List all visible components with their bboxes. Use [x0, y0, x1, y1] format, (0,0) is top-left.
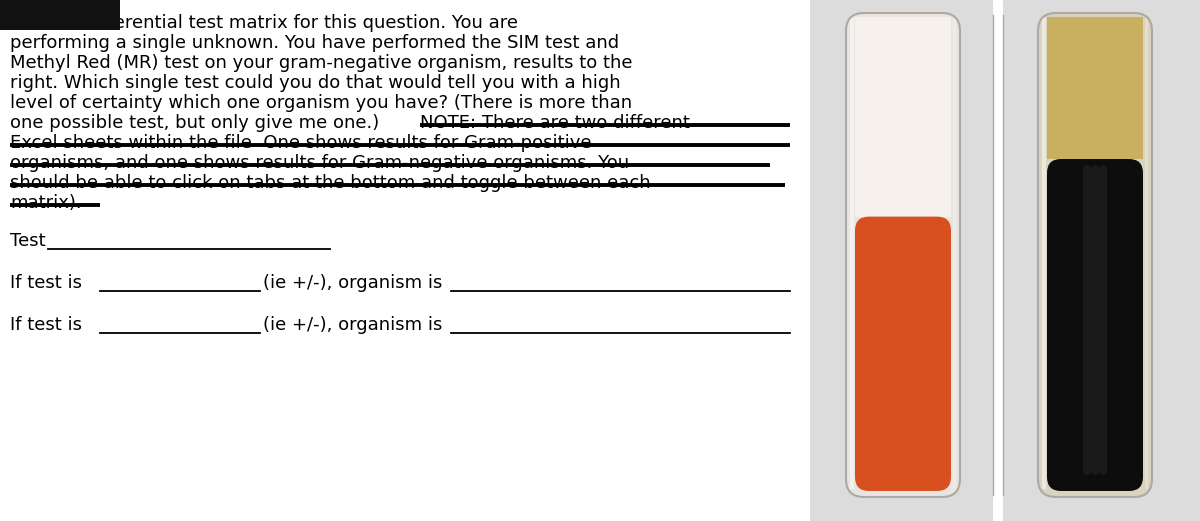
Bar: [994, 0, 1003, 521]
FancyBboxPatch shape: [1046, 159, 1142, 491]
FancyBboxPatch shape: [846, 13, 960, 497]
Text: Methyl Red (MR) test on your gram-negative organism, results to the: Methyl Red (MR) test on your gram-negati…: [10, 54, 632, 72]
Text: level of certainty which one organism you have? (There is more than: level of certainty which one organism yo…: [10, 94, 632, 112]
Text: matrix).: matrix).: [10, 194, 82, 212]
Bar: [854, 17, 952, 217]
Text: If test is: If test is: [10, 274, 82, 292]
Text: If test is: If test is: [10, 316, 82, 334]
Text: Excel sheets within the file  One shows results for Gram-positive: Excel sheets within the file One shows r…: [10, 134, 592, 152]
Text: right. Which single test could you do that would tell you with a high: right. Which single test could you do th…: [10, 74, 620, 92]
Text: organisms, and one shows results for Gram-negative organisms. You: organisms, and one shows results for Gra…: [10, 154, 629, 172]
Text: NOTE: There are two different: NOTE: There are two different: [420, 114, 690, 132]
Text: (ie +/-), organism is: (ie +/-), organism is: [263, 316, 443, 334]
Bar: [1046, 17, 1142, 159]
Text: Test: Test: [10, 232, 46, 250]
FancyBboxPatch shape: [854, 217, 952, 491]
Bar: [0, 0, 120, 30]
Text: (ie +/-), organism is: (ie +/-), organism is: [263, 274, 443, 292]
Text: one possible test, but only give me one.): one possible test, but only give me one.…: [10, 114, 379, 132]
Bar: [810, 0, 1200, 521]
FancyBboxPatch shape: [1038, 13, 1152, 497]
Text: should be able to click on tabs at the bottom and toggle between each: should be able to click on tabs at the b…: [10, 174, 650, 192]
Text: Use the differential test matrix for this question. You are: Use the differential test matrix for thi…: [10, 14, 518, 32]
Text: performing a single unknown. You have performed the SIM test and: performing a single unknown. You have pe…: [10, 34, 619, 52]
